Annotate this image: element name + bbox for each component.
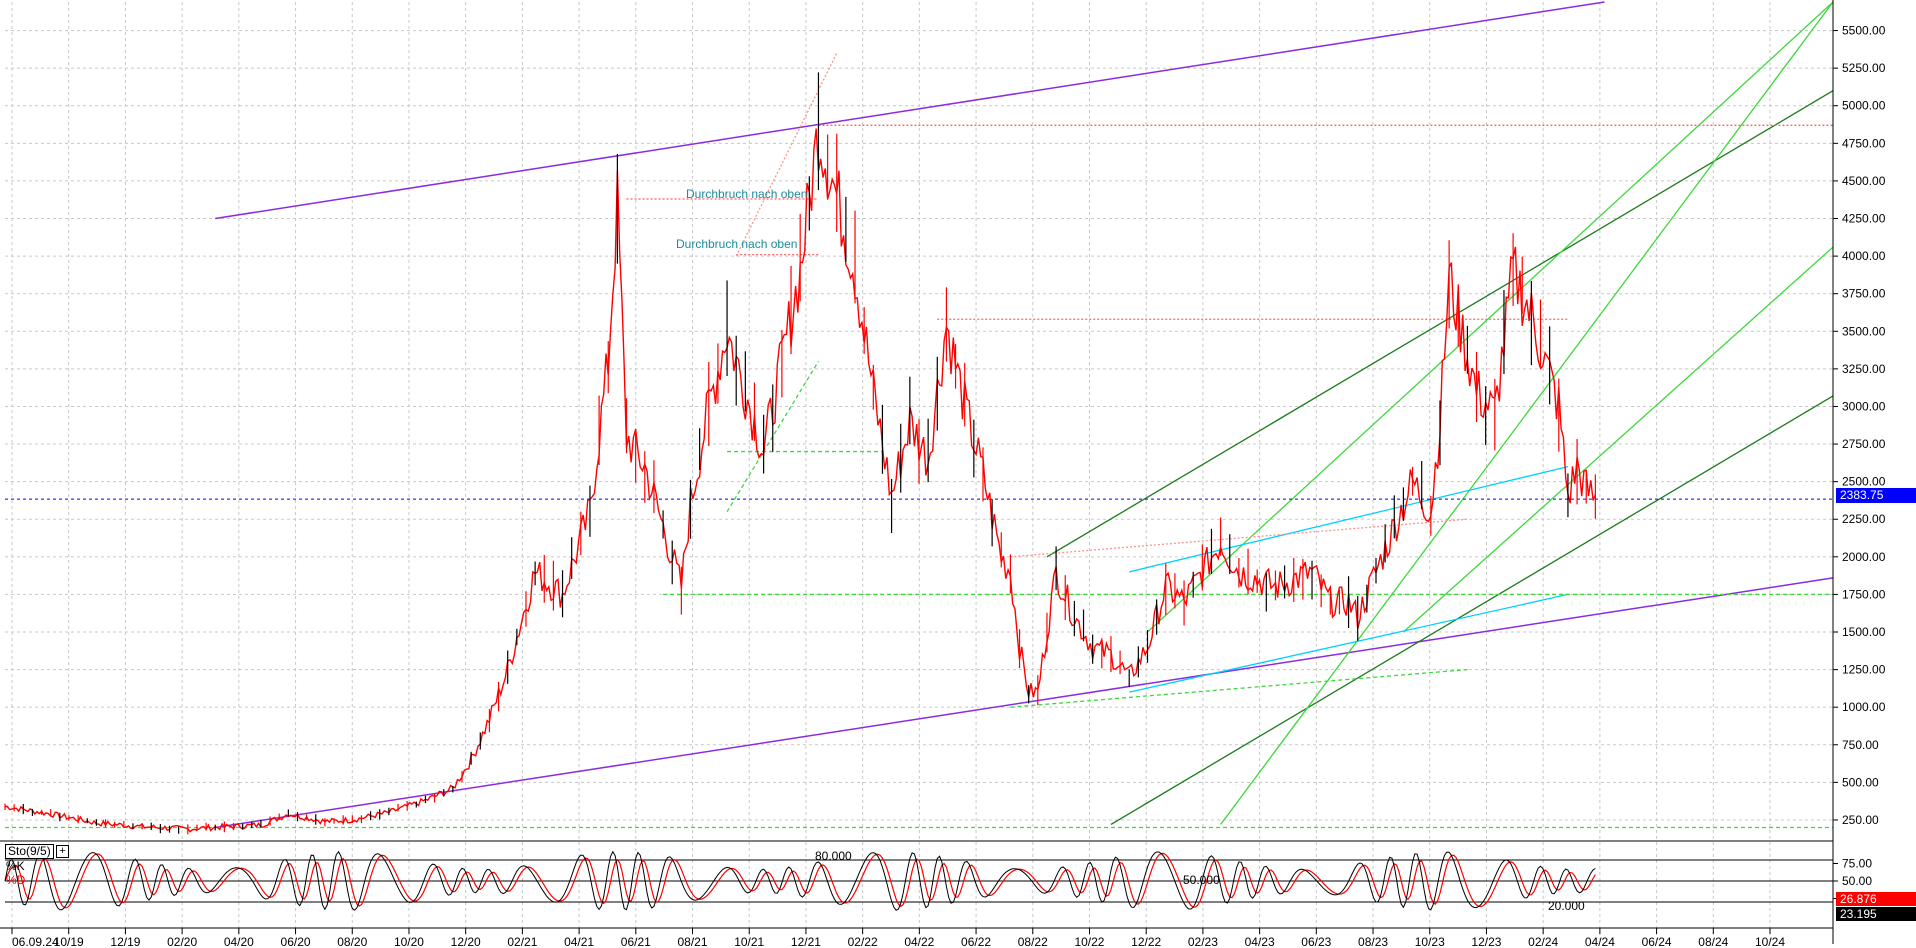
stoch-k-value: 26.876 xyxy=(1836,892,1916,906)
stoch-level-80: 80.000 xyxy=(815,849,852,863)
price-tick-label: 1750.00 xyxy=(1842,587,1886,601)
time-tick-label: 08/22 xyxy=(1018,935,1048,948)
time-tick-label: 12/22 xyxy=(1131,935,1161,948)
support-channel-line xyxy=(215,577,1834,829)
time-tick-label: 06.09.24 xyxy=(12,935,59,948)
annotation-breakout-2: Durchbruch nach oben xyxy=(676,237,797,251)
stoch-k-line xyxy=(4,850,1596,911)
time-tick-label: 04/20 xyxy=(224,935,254,948)
fan-line-3 xyxy=(1402,246,1834,633)
time-tick-label: 02/23 xyxy=(1188,935,1218,948)
time-tick-label: 12/19 xyxy=(110,935,140,948)
time-tick-label: 10/24 xyxy=(1755,935,1785,948)
time-tick-label: 10/23 xyxy=(1415,935,1445,948)
price-axis: 250.00 500.00 750.00 1000.00 1250.00 1500.00 1… xyxy=(1832,0,1886,944)
price-tick-label: 2000.00 xyxy=(1842,550,1886,564)
stoch-level-20: 20.000 xyxy=(1548,899,1585,913)
time-tick-label: 02/20 xyxy=(167,935,197,948)
trend-channel-bottom xyxy=(1110,395,1834,826)
price-series xyxy=(4,72,1597,835)
price-tick-label: 4000.00 xyxy=(1842,249,1886,263)
trend-channel-top xyxy=(1046,90,1834,558)
time-tick-label: 10/20 xyxy=(394,935,424,948)
price-tick-label: 1250.00 xyxy=(1842,663,1886,677)
price-tick-label: 4750.00 xyxy=(1842,136,1886,150)
stoch-k-label: %K xyxy=(6,859,25,873)
stoch-d-line xyxy=(4,852,1596,909)
stoch-level-50: 50.000 xyxy=(1183,873,1220,887)
price-tick-label: 5000.00 xyxy=(1842,99,1886,113)
time-tick-label: 06/22 xyxy=(961,935,991,948)
breakout-resistance-diagonal xyxy=(735,52,838,257)
stoch-title[interactable]: Sto(9/5) xyxy=(5,844,54,859)
time-tick-label: 12/21 xyxy=(791,935,821,948)
time-tick-label: 04/21 xyxy=(564,935,594,948)
stoch-tick-label: 75.00 xyxy=(1842,857,1872,871)
price-tick-label: 3750.00 xyxy=(1842,287,1886,301)
time-tick-label: 02/24 xyxy=(1528,935,1558,948)
price-tick-label: 750.00 xyxy=(1842,738,1879,752)
time-tick-label: 12/20 xyxy=(451,935,481,948)
time-tick-label: 06/24 xyxy=(1642,935,1672,948)
stoch-d-label: %D xyxy=(6,873,26,887)
time-tick-label: 08/20 xyxy=(337,935,367,948)
expand-icon[interactable]: + xyxy=(56,845,69,858)
diagonal-support xyxy=(1010,668,1468,708)
time-tick-label: 08/23 xyxy=(1358,935,1388,948)
fan-line-2 xyxy=(1147,1,1834,633)
time-tick-label: 10/19 xyxy=(54,935,84,948)
time-tick-label: 08/21 xyxy=(678,935,708,948)
time-tick-label: 02/21 xyxy=(507,935,537,948)
price-tick-label: 1000.00 xyxy=(1842,700,1886,714)
price-tick-label: 1500.00 xyxy=(1842,625,1886,639)
time-tick-label: 06/20 xyxy=(281,935,311,948)
time-tick-label: 04/22 xyxy=(904,935,934,948)
price-tick-label: 2250.00 xyxy=(1842,512,1886,526)
stoch-tick-label: 50.00 xyxy=(1842,874,1872,888)
time-tick-label: 04/23 xyxy=(1245,935,1275,948)
price-tick-label: 3250.00 xyxy=(1842,362,1886,376)
price-tick-label: 4500.00 xyxy=(1842,174,1886,188)
time-tick-label: 12/23 xyxy=(1471,935,1501,948)
time-tick-label: 10/22 xyxy=(1074,935,1104,948)
price-tick-label: 3000.00 xyxy=(1842,399,1886,413)
diagonal-resistance xyxy=(1010,518,1468,558)
time-tick-label: 10/21 xyxy=(734,935,764,948)
time-tick-label: 06/21 xyxy=(621,935,651,948)
cyan-channel-bottom xyxy=(1129,593,1569,693)
price-tick-label: 2500.00 xyxy=(1842,475,1886,489)
stoch-d-value: 23.195 xyxy=(1836,907,1916,921)
price-tick-label: 3500.00 xyxy=(1842,324,1886,338)
time-tick-label: 02/22 xyxy=(848,935,878,948)
price-tick-label: 500.00 xyxy=(1842,775,1879,789)
price-tick-label: 5500.00 xyxy=(1842,24,1886,38)
price-tick-label: 2750.00 xyxy=(1842,437,1886,451)
annotation-breakout-1: Durchbruch nach oben xyxy=(686,187,807,201)
fan-line-1 xyxy=(1220,1,1834,825)
price-tick-label: 250.00 xyxy=(1842,813,1879,827)
time-tick-label: 06/23 xyxy=(1301,935,1331,948)
time-tick-label: 08/24 xyxy=(1698,935,1728,948)
price-grid xyxy=(0,2,1833,940)
last-price-label: 2383.75 xyxy=(1836,488,1916,503)
price-tick-label: 5250.00 xyxy=(1842,61,1886,75)
time-tick-label: 04/24 xyxy=(1585,935,1615,948)
stochastic-series xyxy=(4,850,1596,911)
price-tick-label: 4250.00 xyxy=(1842,212,1886,226)
resistance-channel-line xyxy=(215,1,1605,220)
